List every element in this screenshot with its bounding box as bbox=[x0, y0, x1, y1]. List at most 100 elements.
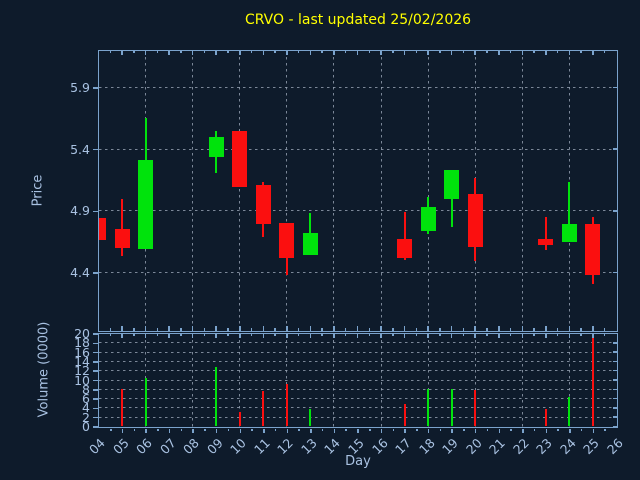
y-tick-mark bbox=[613, 360, 617, 363]
x-tick-mark bbox=[533, 333, 535, 336]
x-tick-mark bbox=[168, 333, 170, 338]
grid-line-horizontal bbox=[98, 148, 617, 150]
x-tick-mark bbox=[263, 428, 265, 433]
volume-bar bbox=[544, 408, 547, 427]
x-tick-mark bbox=[321, 333, 323, 336]
x-tick-mark bbox=[545, 50, 547, 55]
volume-tick-label: 18 bbox=[74, 335, 90, 351]
candle-wick bbox=[568, 182, 571, 242]
price-tick-label: 5.9 bbox=[70, 80, 90, 95]
x-tick-mark bbox=[557, 428, 559, 431]
candle-body bbox=[444, 170, 460, 199]
x-tick-mark bbox=[156, 50, 159, 53]
x-tick-mark bbox=[344, 333, 347, 336]
x-tick-mark bbox=[262, 326, 265, 331]
x-tick-mark bbox=[592, 326, 594, 331]
grid-line-horizontal bbox=[98, 360, 617, 362]
x-tick-mark bbox=[498, 50, 500, 55]
x-tick-mark bbox=[109, 333, 112, 336]
x-tick-mark bbox=[180, 50, 182, 53]
grid-line-vertical bbox=[192, 50, 194, 331]
x-tick-mark bbox=[403, 333, 406, 338]
x-tick-mark bbox=[545, 326, 547, 331]
x-tick-mark bbox=[368, 333, 371, 336]
volume-bar bbox=[262, 390, 265, 427]
x-tick-mark bbox=[333, 50, 335, 55]
y-tick-mark bbox=[93, 333, 98, 335]
candle-body bbox=[138, 160, 154, 250]
candle-body bbox=[561, 224, 577, 242]
x-tick-mark bbox=[133, 333, 135, 336]
x-tick-mark bbox=[556, 328, 559, 331]
x-tick-mark bbox=[392, 333, 394, 336]
x-tick-mark bbox=[580, 428, 583, 431]
x-tick-mark bbox=[250, 328, 253, 331]
y-tick-mark bbox=[612, 86, 617, 89]
x-tick-mark bbox=[321, 50, 323, 53]
x-tick-mark bbox=[415, 333, 418, 336]
volume-tick-label: 6 bbox=[82, 391, 90, 407]
x-tick-mark bbox=[180, 333, 182, 336]
x-tick-mark bbox=[392, 50, 394, 53]
candle-body bbox=[397, 239, 413, 258]
x-tick-mark bbox=[344, 328, 347, 331]
y-tick-mark bbox=[93, 351, 98, 354]
volume-tick-label: 14 bbox=[74, 353, 90, 369]
x-tick-mark bbox=[239, 428, 242, 433]
x-tick-mark bbox=[215, 428, 218, 433]
volume-axis-label: Volume (0000) bbox=[36, 321, 52, 418]
x-tick-mark bbox=[309, 333, 312, 338]
x-tick-mark bbox=[333, 333, 335, 338]
candle-body bbox=[98, 218, 106, 241]
x-tick-mark bbox=[486, 428, 489, 431]
y-tick-mark bbox=[93, 361, 98, 363]
x-tick-mark bbox=[297, 333, 300, 336]
volume-bar bbox=[309, 409, 312, 427]
x-tick-mark bbox=[356, 50, 359, 55]
x-tick-mark bbox=[321, 428, 324, 431]
candle-body bbox=[302, 233, 318, 256]
x-tick-mark bbox=[439, 428, 442, 431]
x-tick-mark bbox=[274, 50, 276, 53]
x-tick-mark bbox=[521, 333, 524, 338]
x-tick-mark bbox=[474, 50, 476, 55]
x-tick-mark bbox=[580, 50, 582, 53]
x-tick-mark bbox=[133, 428, 136, 431]
x-tick-mark bbox=[427, 50, 429, 55]
x-tick-mark bbox=[121, 50, 123, 55]
x-tick-mark bbox=[309, 326, 312, 331]
x-tick-mark bbox=[568, 326, 571, 331]
x-tick-mark bbox=[203, 50, 206, 53]
y-tick-mark bbox=[613, 388, 617, 391]
x-tick-mark bbox=[344, 50, 347, 53]
volume-bar bbox=[568, 397, 571, 427]
x-tick-mark bbox=[415, 50, 418, 53]
price-tick-label: 4.9 bbox=[70, 203, 90, 219]
x-tick-mark bbox=[321, 328, 323, 331]
x-tick-mark bbox=[191, 50, 194, 55]
x-tick-mark bbox=[286, 333, 288, 338]
y-tick-mark bbox=[92, 272, 98, 274]
x-tick-mark bbox=[380, 326, 382, 331]
x-tick-mark bbox=[451, 428, 453, 433]
x-tick-mark bbox=[227, 333, 229, 336]
y-tick-mark bbox=[612, 271, 617, 274]
x-tick-mark bbox=[310, 428, 312, 433]
volume-tick-label: 16 bbox=[74, 344, 90, 360]
x-tick-mark bbox=[450, 333, 453, 338]
x-tick-mark bbox=[392, 428, 395, 431]
x-tick-mark bbox=[133, 328, 135, 331]
x-tick-mark bbox=[262, 333, 265, 338]
x-tick-mark bbox=[404, 428, 406, 433]
x-tick-mark bbox=[510, 428, 512, 431]
y-tick-mark bbox=[613, 333, 617, 335]
price-tick-label: 5.4 bbox=[70, 141, 90, 157]
volume-tick-label: 20 bbox=[74, 326, 90, 341]
x-tick-mark bbox=[298, 428, 300, 431]
x-tick-mark bbox=[556, 333, 559, 336]
y-tick-mark bbox=[93, 370, 98, 372]
y-tick-mark bbox=[93, 379, 98, 382]
candle-body bbox=[255, 184, 271, 225]
x-tick-mark bbox=[603, 333, 606, 336]
x-tick-mark bbox=[427, 326, 429, 331]
